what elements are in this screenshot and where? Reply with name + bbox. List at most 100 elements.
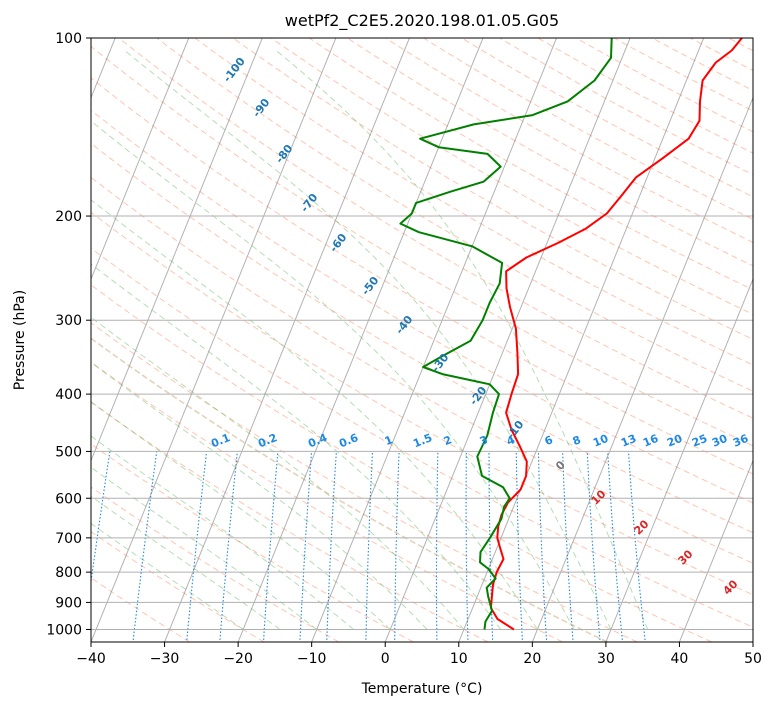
isotherm-line bbox=[384, 38, 631, 642]
moist-adiabat-line bbox=[91, 435, 354, 630]
isotherm-line bbox=[678, 459, 753, 642]
dry-adiabat-line bbox=[91, 45, 753, 447]
dry-adiabat-line bbox=[91, 361, 563, 642]
moist-adiabat-line bbox=[275, 50, 649, 630]
mixing-ratio-label: 36 bbox=[731, 432, 750, 450]
mixing-ratio-label: 3 bbox=[478, 433, 490, 448]
x-tick-label: −20 bbox=[223, 651, 253, 667]
moist-adiabat-line bbox=[91, 263, 502, 630]
dry-adiabat-line bbox=[91, 109, 753, 504]
dry-adiabat-line bbox=[385, 38, 753, 243]
x-tick-label: 10 bbox=[450, 651, 468, 667]
y-tick-label: 300 bbox=[55, 313, 82, 329]
dry-adiabat-line bbox=[423, 38, 753, 220]
dry-adiabat-label: 40 bbox=[721, 577, 741, 597]
isotherm-label: -100 bbox=[221, 55, 248, 85]
isotherm-line bbox=[164, 38, 410, 642]
mixing-ratio-label: 0.1 bbox=[209, 431, 232, 450]
moist-adiabat-line bbox=[91, 522, 244, 630]
dry-adiabat-line bbox=[91, 531, 265, 642]
mixing-ratio-label: 0.6 bbox=[337, 431, 360, 450]
dry-adiabat-line bbox=[499, 38, 753, 176]
mixing-ratio-label: 8 bbox=[571, 433, 583, 448]
isotherm-line bbox=[752, 640, 753, 642]
isotherm-label: -60 bbox=[327, 231, 350, 255]
mixing-ratio-label: 1 bbox=[383, 433, 395, 448]
sounding-lines bbox=[399, 38, 743, 631]
moist-adiabat-line bbox=[91, 466, 318, 630]
moist-adiabat-line bbox=[91, 120, 575, 630]
mixing-ratio-label: 30 bbox=[710, 432, 729, 450]
mixing-ratio-label: 20 bbox=[665, 432, 684, 450]
dry-adiabat-line bbox=[91, 486, 340, 642]
dry-adiabat-line bbox=[91, 443, 414, 642]
dry-adiabat-line bbox=[118, 38, 753, 419]
dry-adiabat-line bbox=[91, 284, 713, 642]
dry-adiabat-line bbox=[575, 38, 753, 133]
dry-adiabat-line bbox=[91, 211, 753, 596]
mixing-ratio-label: 0.4 bbox=[306, 431, 329, 450]
x-tick-label: 40 bbox=[671, 651, 689, 667]
isotherm-line bbox=[91, 38, 190, 281]
dry-adiabat-line bbox=[91, 176, 753, 564]
dry-adiabat-line bbox=[347, 38, 753, 267]
background-lines bbox=[91, 38, 753, 642]
mixing-ratio-label: 2 bbox=[442, 433, 454, 448]
dry-adiabat-line bbox=[91, 247, 753, 628]
dry-adiabat-line bbox=[651, 38, 753, 92]
moist-adiabat-line bbox=[91, 316, 465, 630]
moist-adiabat-line bbox=[91, 400, 391, 630]
mixing-ratio-label: 16 bbox=[641, 432, 660, 450]
dry-adiabat-label: 0 bbox=[553, 458, 568, 473]
dry-adiabat-label: 10 bbox=[589, 487, 609, 507]
dry-adiabat-line bbox=[156, 38, 753, 392]
mixing-ratio-label: 25 bbox=[690, 432, 709, 450]
isotherm-label: -40 bbox=[393, 313, 416, 337]
dry-adiabat-line bbox=[537, 38, 753, 154]
mixing-ratio-line bbox=[365, 451, 374, 642]
mixing-ratio-label: 1.5 bbox=[411, 431, 434, 450]
y-tick-label: 400 bbox=[55, 387, 82, 403]
y-tick-label: 700 bbox=[55, 531, 82, 547]
moist-adiabat-line bbox=[91, 361, 428, 630]
dewpoint-line bbox=[399, 38, 613, 630]
dry-adiabat-line bbox=[690, 38, 753, 71]
y-tick-label: 900 bbox=[55, 595, 82, 611]
y-tick-label: 500 bbox=[55, 444, 82, 460]
isotherm-line bbox=[458, 38, 705, 642]
lcl-reference-line bbox=[91, 337, 608, 642]
dry-adiabat-line bbox=[91, 577, 190, 642]
y-axis-label: Pressure (hPa) bbox=[12, 290, 28, 390]
dry-adiabat-label: 30 bbox=[676, 547, 696, 567]
isotherm-label: -70 bbox=[298, 191, 321, 215]
dry-adiabat-line bbox=[91, 322, 638, 642]
dry-adiabat-line bbox=[461, 38, 753, 198]
x-tick-label: 20 bbox=[523, 651, 541, 667]
chart-title: wetPf2_C2E5.2020.198.01.05.G05 bbox=[285, 11, 559, 31]
temperature-line bbox=[489, 38, 743, 631]
y-tick-label: 600 bbox=[55, 491, 82, 507]
axes: −40 −30 −20 −10 0 10 20 30 40 5010020030040050060… bbox=[46, 31, 762, 667]
y-tick-label: 100 bbox=[55, 31, 82, 47]
isotherm-line bbox=[237, 38, 484, 642]
dry-adiabat-line bbox=[194, 38, 753, 366]
dry-adiabat-line bbox=[270, 38, 753, 315]
mixing-ratio-line bbox=[435, 451, 439, 642]
mixing-ratio-label: 10 bbox=[591, 432, 610, 450]
mixing-ratio-line bbox=[515, 451, 523, 642]
x-axis-label: Temperature (°C) bbox=[361, 681, 483, 697]
mixing-ratio-line bbox=[132, 451, 158, 642]
y-tick-label: 800 bbox=[55, 565, 82, 581]
isotherm-line bbox=[531, 96, 753, 642]
dry-adiabat-line bbox=[728, 38, 753, 52]
mixing-ratio-line bbox=[326, 451, 337, 642]
isotherm-line bbox=[91, 38, 263, 462]
isotherm-line bbox=[311, 38, 557, 642]
mixing-ratio-line bbox=[627, 451, 646, 642]
moist-adiabat-line bbox=[124, 50, 612, 630]
moist-adiabat-line bbox=[91, 495, 281, 630]
dry-adiabat-line bbox=[91, 77, 753, 475]
y-tick-label: 1000 bbox=[46, 622, 82, 638]
x-tick-label: 50 bbox=[744, 651, 762, 667]
